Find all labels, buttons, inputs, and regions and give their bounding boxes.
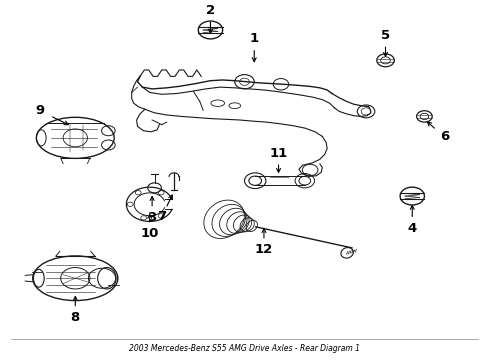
Text: 8: 8 [71, 311, 80, 324]
Text: 1: 1 [249, 32, 258, 45]
Text: 10: 10 [140, 227, 159, 240]
Text: 2: 2 [205, 4, 215, 17]
Text: 9: 9 [35, 104, 44, 117]
Text: 2003 Mercedes-Benz S55 AMG Drive Axles - Rear Diagram 1: 2003 Mercedes-Benz S55 AMG Drive Axles -… [129, 344, 359, 353]
Text: 12: 12 [254, 243, 272, 256]
Text: 5: 5 [380, 29, 389, 42]
Text: 4: 4 [407, 222, 416, 235]
Text: 11: 11 [269, 147, 287, 160]
Text: 7: 7 [157, 211, 166, 224]
Text: 3: 3 [147, 211, 157, 224]
Text: 6: 6 [439, 130, 448, 143]
